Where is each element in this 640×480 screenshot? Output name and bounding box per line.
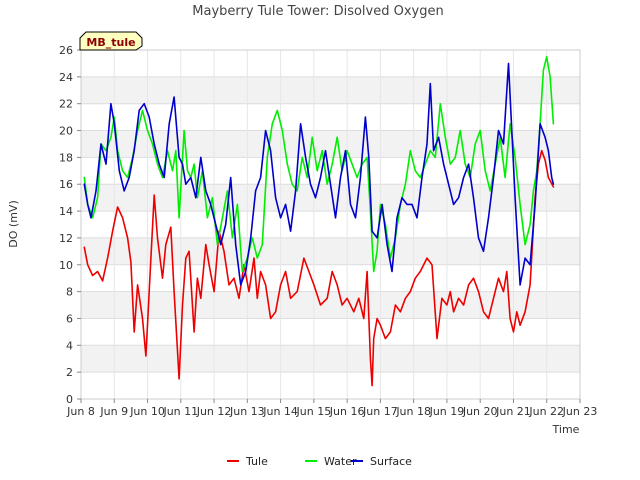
plot-band — [81, 318, 580, 346]
series-layer — [83, 55, 555, 387]
plot-band — [81, 372, 580, 399]
x-tick-label: Jun 22 — [528, 405, 564, 418]
station-badge: MB_tule — [79, 31, 143, 51]
x-tick-label: Jun 23 — [562, 405, 598, 418]
x-tick-label: Jun 19 — [429, 405, 465, 418]
y-tick-label: 26 — [59, 44, 73, 57]
x-tick-label: Jun 12 — [196, 405, 232, 418]
y-tick-label: 0 — [66, 393, 73, 406]
x-tick-label: Jun 17 — [362, 405, 398, 418]
y-tick-label: 20 — [59, 125, 73, 138]
plot-band — [81, 76, 580, 104]
x-tick-label: Jun 8 — [66, 405, 95, 418]
series-line-water — [83, 55, 555, 273]
series-line-tule — [83, 149, 555, 387]
legend-label: Tule — [245, 455, 268, 468]
y-tick-label: 12 — [59, 232, 73, 245]
x-tick-label: Jun 15 — [296, 405, 332, 418]
y-tick-label: 6 — [66, 312, 73, 325]
plot-band — [81, 50, 580, 77]
x-tick-label: Jun 10 — [129, 405, 165, 418]
plot-band — [81, 291, 580, 319]
y-tick-label: 22 — [59, 98, 73, 111]
station-badge-box — [79, 31, 143, 51]
y-tick-label: 8 — [66, 286, 73, 299]
legend-item-water: Water — [305, 455, 357, 468]
x-tick-label: Jun 9 — [99, 405, 128, 418]
x-tick-label: Jun 20 — [462, 405, 498, 418]
x-tick-label: Jun 11 — [162, 405, 198, 418]
y-tick-label: 4 — [66, 339, 73, 352]
x-tick-label: Jun 13 — [229, 405, 265, 418]
y-tick-label: 2 — [66, 366, 73, 379]
y-axis-label: DO (mV) — [7, 200, 20, 247]
y-tick-label: 14 — [59, 205, 73, 218]
x-tick-label: Jun 16 — [329, 405, 365, 418]
x-tick-label: Jun 18 — [395, 405, 431, 418]
plot-band — [81, 345, 580, 373]
x-tick-label: Jun 14 — [262, 405, 298, 418]
station-badge-label: MB_tule — [86, 36, 135, 49]
x-tick-label: Jun 21 — [495, 405, 531, 418]
legend-item-surface: Surface — [351, 455, 412, 468]
y-tick-label: 16 — [59, 178, 73, 191]
legend-label: Water — [324, 455, 357, 468]
y-tick-label: 24 — [59, 71, 73, 84]
y-tick-label: 10 — [59, 259, 73, 272]
chart-title: Mayberry Tule Tower: Disolved Oxygen — [192, 4, 443, 19]
legend-item-tule: Tule — [227, 455, 268, 468]
x-axis-label: Time — [552, 423, 580, 436]
legend: Tule Water Surface — [227, 455, 412, 468]
plot-band — [81, 237, 580, 265]
plot-band — [81, 103, 580, 131]
legend-label: Surface — [370, 455, 412, 468]
y-tick-label: 18 — [59, 151, 73, 164]
plot-frame — [80, 49, 581, 400]
series-line-surface — [83, 62, 555, 286]
plot-band — [81, 211, 580, 238]
